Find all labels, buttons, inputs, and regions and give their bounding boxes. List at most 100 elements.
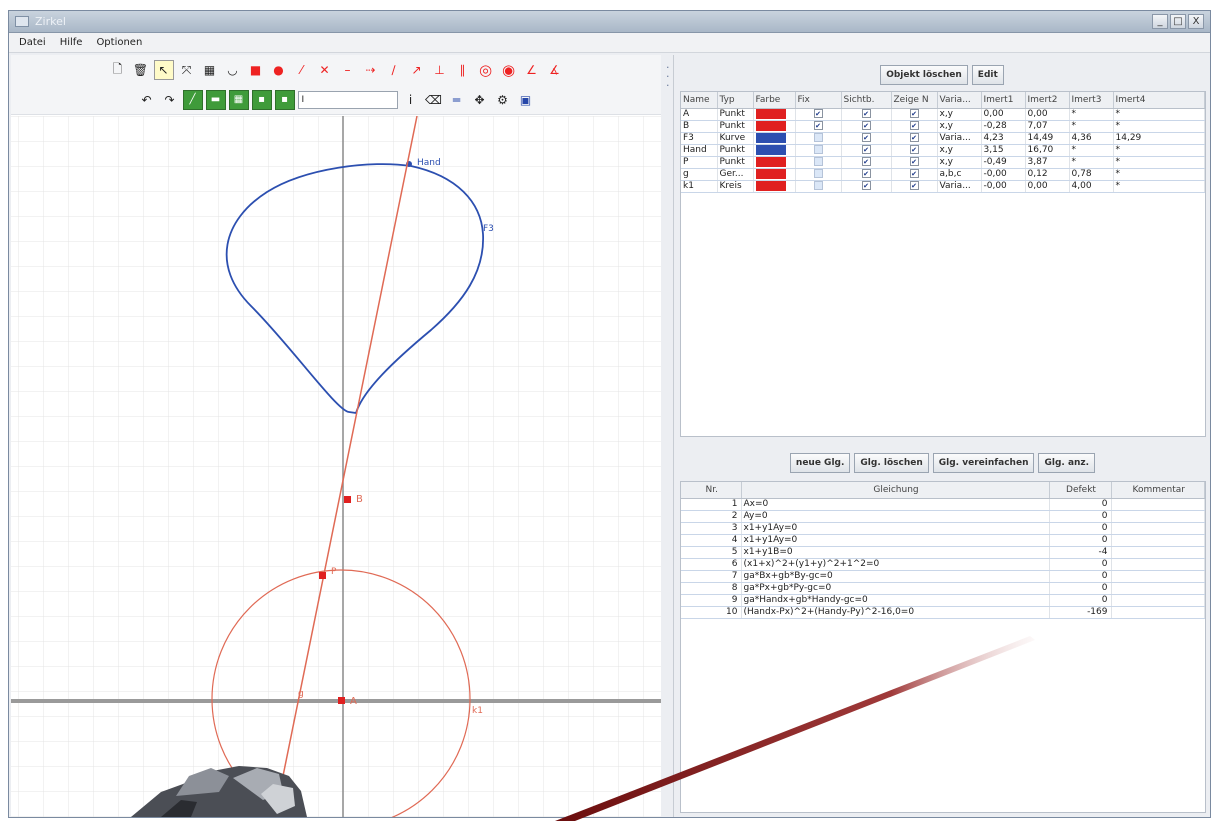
col-visible[interactable]: Sichtb.: [841, 92, 892, 109]
cell-imert1[interactable]: -0,28: [981, 120, 1026, 133]
visible-checkbox[interactable]: ✔: [861, 133, 871, 142]
cell-imert4[interactable]: *: [1113, 108, 1205, 121]
equation-row[interactable]: 1 Ax=0 0: [681, 498, 1205, 511]
equation-row[interactable]: 3 x1+y1Ay=0 0: [681, 522, 1205, 535]
maximize-button[interactable]: □: [1170, 14, 1186, 29]
cell-imert4[interactable]: 14,29: [1113, 132, 1205, 145]
cell-visible[interactable]: ✔: [841, 144, 892, 157]
color-swatch[interactable]: [755, 156, 786, 167]
cell-imert1[interactable]: 3,15: [981, 144, 1026, 157]
cell-equation[interactable]: x1+y1Ay=0: [741, 534, 1050, 547]
command-input[interactable]: I: [297, 90, 398, 109]
cell-show[interactable]: ✔: [891, 120, 938, 133]
cell-var[interactable]: x,y: [937, 156, 982, 169]
cell-imert3[interactable]: *: [1069, 156, 1114, 169]
vector-icon[interactable]: ↗: [411, 63, 422, 77]
cell-visible[interactable]: ✔: [841, 108, 892, 121]
parallel-icon[interactable]: ∥: [459, 63, 466, 77]
cell-fix[interactable]: [795, 180, 842, 193]
cell-comment[interactable]: [1111, 570, 1205, 583]
cell-imert1[interactable]: 0,00: [981, 108, 1026, 121]
delete-object-button[interactable]: Objekt löschen: [880, 65, 968, 85]
close-button[interactable]: X: [1188, 14, 1204, 29]
cell-equation[interactable]: (x1+x)^2+(y1+y)^2+1^2=0: [741, 558, 1050, 571]
line-tool-icon[interactable]: ╱: [182, 89, 203, 110]
cell-color[interactable]: [753, 168, 796, 181]
cell-equation[interactable]: ga*Handx+gb*Handy-gc=0: [741, 594, 1050, 607]
cell-nr[interactable]: 5: [681, 546, 742, 559]
cell-type[interactable]: Punkt: [717, 120, 754, 133]
new-doc-icon[interactable]: 🗋: [112, 61, 123, 76]
cell-defect[interactable]: 0: [1049, 582, 1112, 595]
col-variables[interactable]: Varia...: [937, 92, 982, 109]
cell-show[interactable]: ✔: [891, 108, 938, 121]
show-checkbox[interactable]: ✔: [909, 121, 919, 130]
cross-icon[interactable]: ✕: [319, 63, 330, 77]
cell-show[interactable]: ✔: [891, 144, 938, 157]
line-icon[interactable]: ⁄: [300, 63, 303, 77]
perpendicular-icon[interactable]: ⊥: [434, 63, 445, 77]
cell-type[interactable]: Punkt: [717, 156, 754, 169]
cell-fix[interactable]: ✔: [795, 120, 842, 133]
show-checkbox[interactable]: ✔: [909, 145, 919, 154]
cell-imert1[interactable]: -0,49: [981, 156, 1026, 169]
object-row[interactable]: Hand Punkt ✔ ✔ x,y 3,15 16,70 * *: [681, 144, 1205, 157]
cell-name[interactable]: Hand: [681, 144, 718, 157]
line-g[interactable]: [282, 116, 418, 777]
cell-comment[interactable]: [1111, 558, 1205, 571]
move-icon[interactable]: ⤧: [181, 62, 192, 77]
cell-show[interactable]: ✔: [891, 156, 938, 169]
cell-name[interactable]: A: [681, 108, 718, 121]
measure-icon[interactable]: ═: [452, 92, 461, 107]
equation-row[interactable]: 2 Ay=0 0: [681, 510, 1205, 523]
cell-nr[interactable]: 9: [681, 594, 742, 607]
col-show-name[interactable]: Zeige N: [891, 92, 938, 109]
minimize-button[interactable]: _: [1152, 14, 1168, 29]
cell-imert3[interactable]: *: [1069, 144, 1114, 157]
object-row[interactable]: F3 Kurve ✔ ✔ Varia... 4,23 14,49 4,36 14,29: [681, 132, 1205, 145]
cell-fix[interactable]: ✔: [795, 108, 842, 121]
cell-type[interactable]: Ger...: [717, 168, 754, 181]
slider-icon[interactable]: ∕: [391, 63, 396, 77]
settings-icon[interactable]: ⚙: [497, 92, 508, 107]
cell-imert2[interactable]: 0,00: [1025, 180, 1070, 193]
color-swatch[interactable]: [755, 168, 786, 179]
visible-checkbox[interactable]: ✔: [861, 169, 871, 178]
cell-imert3[interactable]: 4,36: [1069, 132, 1114, 145]
image-icon[interactable]: ▣: [519, 92, 532, 107]
cell-color[interactable]: [753, 180, 796, 193]
delete-equation-button[interactable]: Glg. löschen: [854, 453, 929, 473]
cell-var[interactable]: x,y: [937, 144, 982, 157]
show-checkbox[interactable]: ✔: [909, 109, 919, 118]
cell-color[interactable]: [753, 132, 796, 145]
equation-row[interactable]: 6 (x1+x)^2+(y1+y)^2+1^2=0 0: [681, 558, 1205, 571]
col-imert4[interactable]: Imert4: [1113, 92, 1205, 109]
cell-imert3[interactable]: 0,78: [1069, 168, 1114, 181]
cell-nr[interactable]: 7: [681, 570, 742, 583]
object-row[interactable]: A Punkt ✔ ✔ ✔ x,y 0,00 0,00 * *: [681, 108, 1205, 121]
visible-checkbox[interactable]: ✔: [861, 109, 871, 118]
col-equation[interactable]: Gleichung: [741, 482, 1050, 499]
cell-var[interactable]: a,b,c: [937, 168, 982, 181]
fix-checkbox[interactable]: [813, 169, 823, 178]
equation-row[interactable]: 10 (Handx-Px)^2+(Handy-Py)^2-16,0=0 -169: [681, 606, 1205, 619]
point-p[interactable]: [319, 572, 326, 579]
arc-icon[interactable]: ◡: [227, 63, 238, 77]
cell-equation[interactable]: (Handx-Px)^2+(Handy-Py)^2-16,0=0: [741, 606, 1050, 619]
cell-imert2[interactable]: 3,87: [1025, 156, 1070, 169]
cell-imert2[interactable]: 16,70: [1025, 144, 1070, 157]
visible-checkbox[interactable]: ✔: [861, 145, 871, 154]
cell-color[interactable]: [753, 156, 796, 169]
cell-var[interactable]: x,y: [937, 120, 982, 133]
cell-visible[interactable]: ✔: [841, 180, 892, 193]
grid-tool-icon[interactable]: ▦: [228, 89, 249, 110]
cell-comment[interactable]: [1111, 594, 1205, 607]
cell-imert3[interactable]: *: [1069, 108, 1114, 121]
object-row[interactable]: k1 Kreis ✔ ✔ Varia... -0,00 0,00 4,00 *: [681, 180, 1205, 193]
col-fix[interactable]: Fix: [795, 92, 842, 109]
cell-defect[interactable]: 0: [1049, 510, 1112, 523]
col-nr[interactable]: Nr.: [681, 482, 742, 499]
fix-checkbox[interactable]: [813, 181, 823, 190]
edit-object-button[interactable]: Edit: [971, 65, 1004, 85]
color-swatch[interactable]: [755, 180, 786, 191]
